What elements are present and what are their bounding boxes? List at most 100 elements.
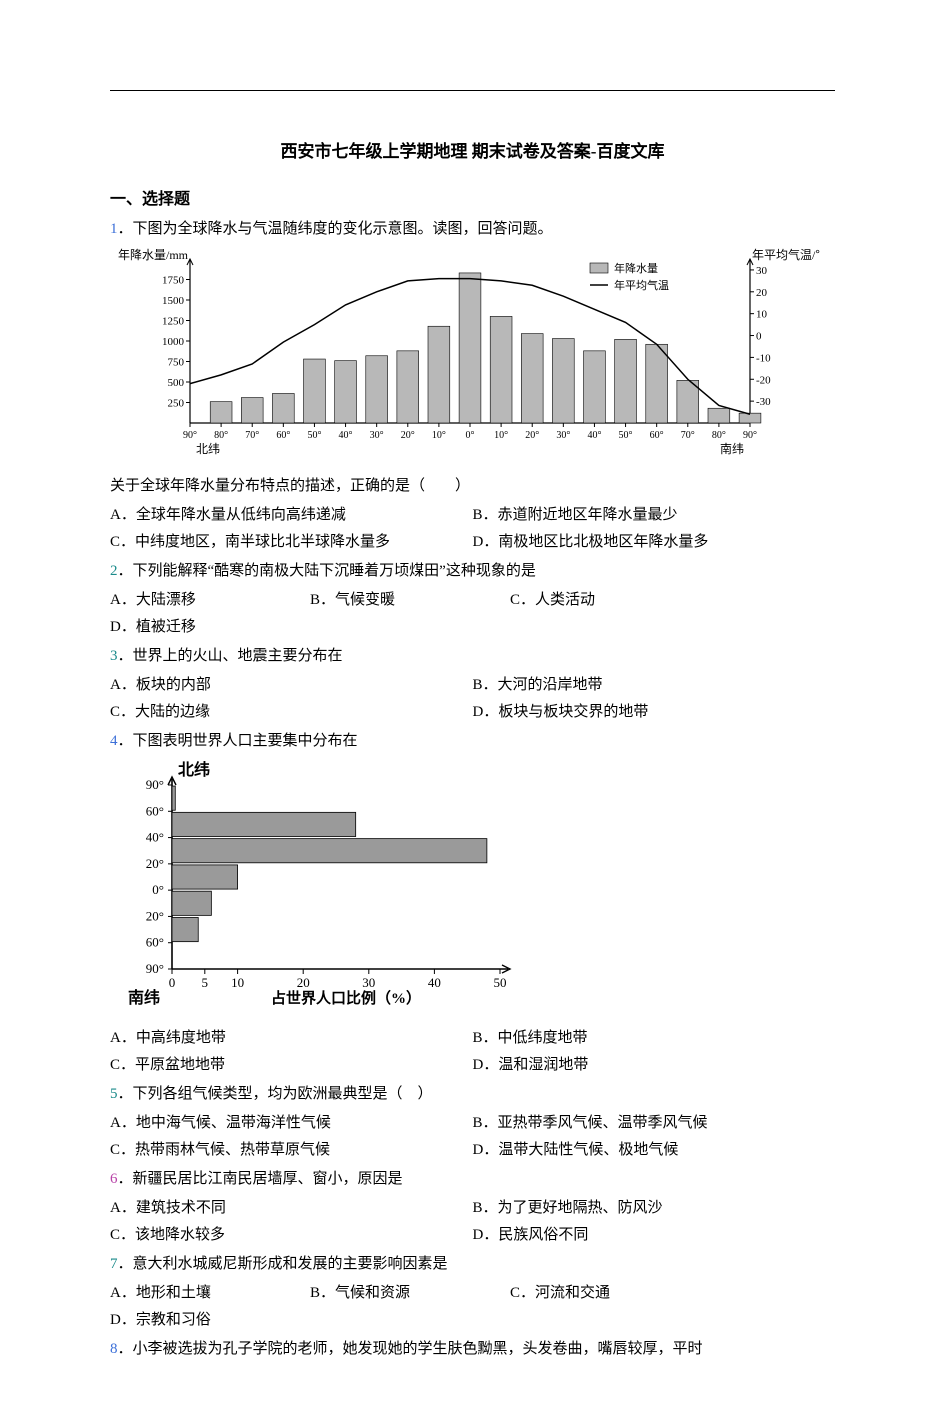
svg-text:500: 500 [168, 377, 185, 389]
q7-text: ．意大利水城威尼斯形成和发展的主要影响因素是 [118, 1256, 448, 1272]
svg-text:1000: 1000 [162, 336, 185, 348]
q7-optB: B．气候和资源 [310, 1280, 484, 1307]
q3-number: 3 [110, 648, 118, 664]
svg-text:1250: 1250 [162, 316, 185, 328]
q1-options-row2: C．中纬度地区，南半球比北半球降水量多 D．南极地区比北极地区年降水量多 [110, 529, 835, 556]
svg-text:50: 50 [494, 975, 507, 990]
q5-options-row2: C．热带雨林气候、热带草原气候 D．温带大陆性气候、极地气候 [110, 1137, 835, 1164]
svg-text:0: 0 [169, 975, 176, 990]
q6-number: 6 [110, 1171, 118, 1187]
svg-text:北纬: 北纬 [196, 442, 220, 456]
q2-stem: 2．下列能解释“酷寒的南极大陆下沉睡着万顷煤田”这种现象的是 [110, 558, 835, 585]
svg-text:90°: 90° [743, 430, 757, 441]
q4-number: 4 [110, 733, 118, 749]
svg-text:80°: 80° [712, 430, 726, 441]
q3-optB: B．大河的沿岸地带 [473, 672, 836, 699]
q1-number: 1 [110, 221, 118, 237]
q8-stem: 8．小李被选拔为孔子学院的老师，她发现她的学生肤色黝黑，头发卷曲，嘴唇较厚，平时 [110, 1336, 835, 1363]
svg-text:10°: 10° [432, 430, 446, 441]
svg-text:30°: 30° [370, 430, 384, 441]
svg-text:30: 30 [362, 975, 375, 990]
q5-optD: D．温带大陆性气候、极地气候 [473, 1137, 836, 1164]
q5-optB: B．亚热带季风气候、温带季风气候 [473, 1110, 836, 1137]
svg-text:80°: 80° [214, 430, 228, 441]
q2-options: A．大陆漂移 B．气候变暖 C．人类活动 D．植被迁移 [110, 587, 835, 641]
q5-number: 5 [110, 1086, 118, 1102]
svg-text:60°: 60° [146, 804, 164, 819]
svg-text:60°: 60° [650, 430, 664, 441]
q2-number: 2 [110, 563, 118, 579]
q6-text: ．新疆民居比江南民居墙厚、窗小，原因是 [118, 1171, 403, 1187]
q1-optA: A．全球年降水量从低纬向高纬递减 [110, 502, 473, 529]
svg-text:20: 20 [756, 287, 768, 299]
q8-text: ．小李被选拔为孔子学院的老师，她发现她的学生肤色黝黑，头发卷曲，嘴唇较厚，平时 [118, 1341, 703, 1357]
svg-text:年降水量: 年降水量 [614, 261, 658, 275]
svg-text:0°: 0° [152, 883, 164, 898]
q4-optD: D．温和湿润地带 [473, 1052, 836, 1079]
svg-text:0: 0 [756, 331, 762, 343]
svg-text:-30: -30 [756, 397, 771, 409]
q1-after-stem: 关于全球年降水量分布特点的描述，正确的是（ ） [110, 473, 835, 500]
q3-text: ．世界上的火山、地震主要分布在 [118, 648, 343, 664]
q5-text: ．下列各组气候类型，均为欧洲最典型是（ ） [118, 1086, 433, 1102]
svg-text:90°: 90° [183, 430, 197, 441]
svg-text:20°: 20° [525, 430, 539, 441]
q3-stem: 3．世界上的火山、地震主要分布在 [110, 643, 835, 670]
svg-text:40°: 40° [587, 430, 601, 441]
page: 西安市七年级上学期地理 期末试卷及答案-百度文库 一、选择题 1．下图为全球降水… [0, 0, 945, 1425]
svg-text:20: 20 [297, 975, 310, 990]
q2-optD: D．植被迁移 [110, 614, 284, 641]
q6-options-row1: A．建筑技术不同 B．为了更好地隔热、防风沙 [110, 1195, 835, 1222]
q6-stem: 6．新疆民居比江南民居墙厚、窗小，原因是 [110, 1166, 835, 1193]
q7-options: A．地形和土壤 B．气候和资源 C．河流和交通 D．宗教和习俗 [110, 1280, 835, 1334]
svg-text:60°: 60° [146, 935, 164, 950]
chart1: 2505007501000125015001750-30-20-10010203… [110, 247, 835, 467]
q2-optA: A．大陆漂移 [110, 587, 284, 614]
svg-text:20°: 20° [146, 856, 164, 871]
svg-text:750: 750 [168, 357, 185, 369]
q6-optC: C．该地降水较多 [110, 1222, 473, 1249]
q1-options-row1: A．全球年降水量从低纬向高纬递减 B．赤道附近地区年降水量最少 [110, 502, 835, 529]
q3-options-row1: A．板块的内部 B．大河的沿岸地带 [110, 672, 835, 699]
svg-text:90°: 90° [146, 777, 164, 792]
svg-text:20°: 20° [146, 909, 164, 924]
q7-optA: A．地形和土壤 [110, 1280, 284, 1307]
q7-optD: D．宗教和习俗 [110, 1307, 284, 1334]
q4-optA: A．中高纬度地带 [110, 1025, 473, 1052]
q5-optC: C．热带雨林气候、热带草原气候 [110, 1137, 473, 1164]
svg-text:250: 250 [168, 398, 185, 410]
q6-options-row2: C．该地降水较多 D．民族风俗不同 [110, 1222, 835, 1249]
q5-stem: 5．下列各组气候类型，均为欧洲最典型是（ ） [110, 1081, 835, 1108]
svg-text:南纬: 南纬 [128, 988, 160, 1007]
chart1-svg: 2505007501000125015001750-30-20-10010203… [110, 247, 820, 457]
q3-optA: A．板块的内部 [110, 672, 473, 699]
q4-optB: B．中低纬度地带 [473, 1025, 836, 1052]
svg-text:1750: 1750 [162, 275, 185, 287]
svg-text:年平均气温/℃: 年平均气温/℃ [752, 247, 820, 262]
q5-options-row1: A．地中海气候、温带海洋性气候 B．亚热带季风气候、温带季风气候 [110, 1110, 835, 1137]
svg-text:20°: 20° [401, 430, 415, 441]
svg-text:40: 40 [428, 975, 441, 990]
q8-number: 8 [110, 1341, 118, 1357]
q4-stem: 4．下图表明世界人口主要集中分布在 [110, 728, 835, 755]
doc-title: 西安市七年级上学期地理 期末试卷及答案-百度文库 [110, 137, 835, 168]
q4-options-row2: C．平原盆地地带 D．温和湿润地带 [110, 1052, 835, 1079]
q1-optC: C．中纬度地区，南半球比北半球降水量多 [110, 529, 473, 556]
svg-text:年平均气温: 年平均气温 [614, 278, 669, 292]
svg-text:-20: -20 [756, 375, 771, 387]
q1-stem: 1．下图为全球降水与气温随纬度的变化示意图。读图，回答问题。 [110, 216, 835, 243]
svg-text:40°: 40° [146, 830, 164, 845]
q7-number: 7 [110, 1256, 118, 1272]
q6-optA: A．建筑技术不同 [110, 1195, 473, 1222]
q3-optD: D．板块与板块交界的地带 [473, 699, 836, 726]
svg-text:1500: 1500 [162, 295, 185, 307]
q1-optB: B．赤道附近地区年降水量最少 [473, 502, 836, 529]
q1-text: ．下图为全球降水与气温随纬度的变化示意图。读图，回答问题。 [118, 221, 553, 237]
q2-optB: B．气候变暖 [310, 587, 484, 614]
svg-text:南纬: 南纬 [720, 441, 744, 456]
svg-text:北纬: 北纬 [178, 760, 210, 779]
q4-options-row1: A．中高纬度地带 B．中低纬度地带 [110, 1025, 835, 1052]
svg-text:-10: -10 [756, 353, 771, 365]
q3-optC: C．大陆的边缘 [110, 699, 473, 726]
svg-text:50°: 50° [307, 430, 321, 441]
